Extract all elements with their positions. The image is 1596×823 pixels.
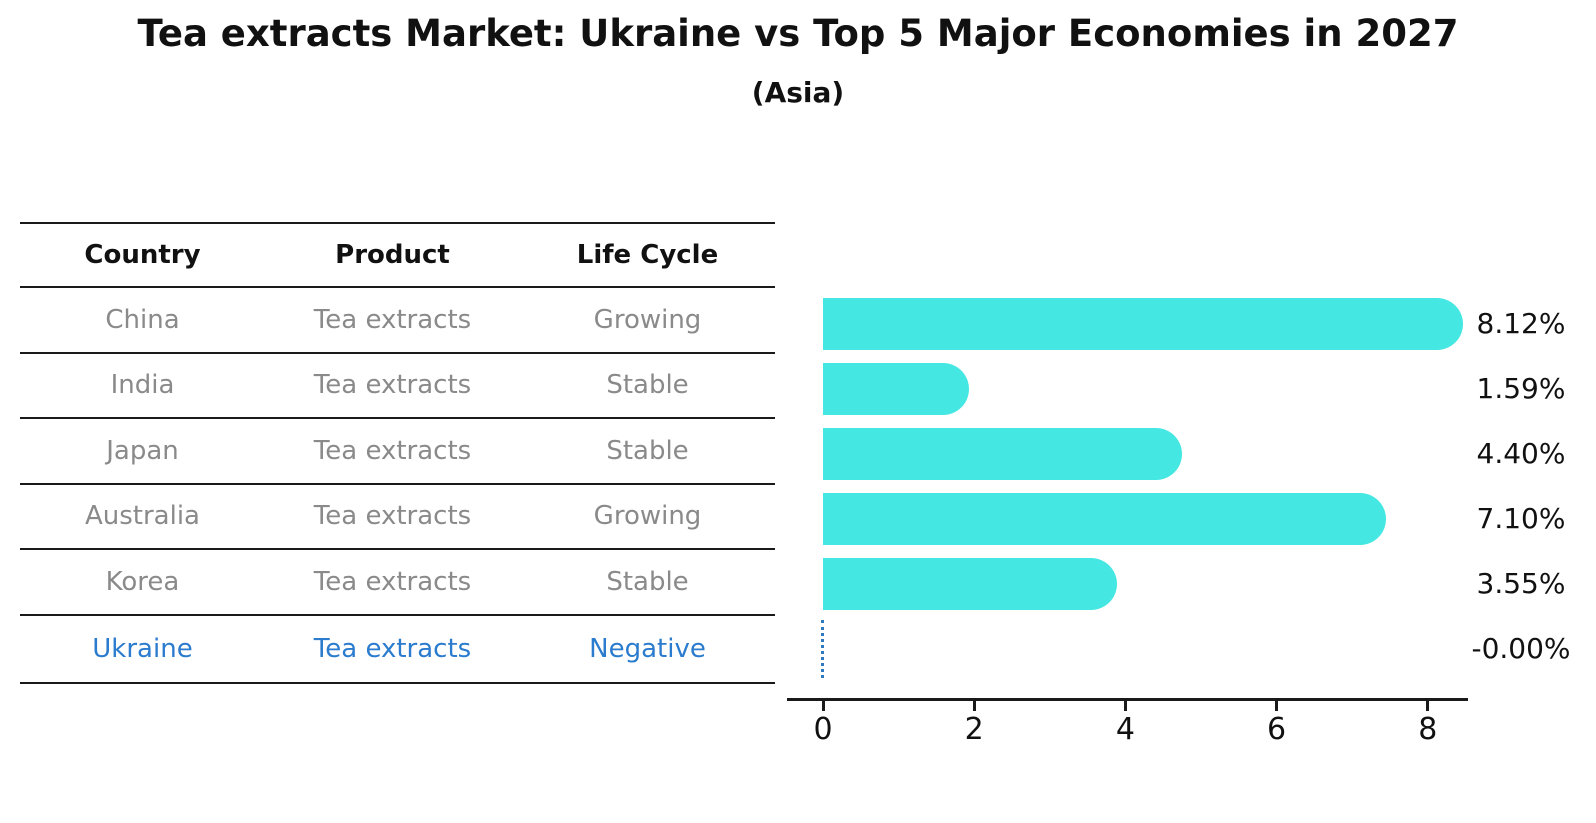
table-row: China Tea extracts Growing	[20, 286, 775, 352]
x-axis-tick-label: 4	[1115, 712, 1135, 747]
bar-value-label: 1.59%	[1476, 372, 1566, 405]
table-row: Ukraine Tea extracts Negative	[20, 613, 775, 684]
data-table: Country Product Life Cycle China Tea extr…	[20, 222, 775, 684]
table-header-row: Country Product Life Cycle	[20, 222, 775, 286]
table-cell-product: Tea extracts	[313, 501, 472, 532]
x-axis-tick-label: 0	[813, 712, 833, 747]
table-cell-product: Tea extracts	[313, 633, 472, 664]
bar-japan	[823, 428, 1182, 480]
bar-india	[823, 363, 970, 415]
bar-value-label: -0.00%	[1471, 632, 1571, 665]
table-cell-life_cycle: Growing	[593, 501, 702, 532]
table-row: India Tea extracts Stable	[20, 351, 775, 418]
bar-australia	[823, 493, 1386, 545]
column-header-lifecycle: Life Cycle	[576, 240, 719, 270]
column-header-country: Country	[84, 240, 201, 270]
table-cell-country: Australia	[84, 501, 200, 532]
table-cell-country: Korea	[105, 566, 180, 597]
chart-subtitle: (Asia)	[751, 76, 845, 109]
table-cell-product: Tea extracts	[313, 304, 472, 335]
table-cell-country: Japan	[106, 435, 179, 466]
zero-value-dotted-marker-ukraine	[821, 620, 824, 678]
table-cell-country: China	[105, 304, 180, 335]
table-cell-product: Tea extracts	[313, 435, 472, 466]
x-axis-tick	[1123, 701, 1127, 711]
bar-china	[823, 298, 1463, 350]
table-cell-product: Tea extracts	[313, 370, 472, 401]
table-cell-life_cycle: Growing	[593, 304, 702, 335]
chart-title: Tea extracts Market: Ukraine vs Top 5 Ma…	[137, 12, 1459, 55]
table-cell-life_cycle: Stable	[606, 566, 689, 597]
bar-value-label: 8.12%	[1476, 307, 1566, 340]
x-axis-line	[787, 698, 1468, 701]
table-row: Korea Tea extracts Stable	[20, 548, 775, 614]
table-cell-country: Ukraine	[92, 633, 193, 664]
table-cell-country: India	[110, 370, 175, 401]
bar-korea	[823, 558, 1118, 610]
bar-value-label: 4.40%	[1476, 437, 1566, 470]
x-axis-tick	[972, 701, 976, 711]
x-axis-tick-label: 2	[964, 712, 984, 747]
x-axis-tick	[1426, 701, 1430, 711]
x-axis-tick-label: 6	[1267, 712, 1287, 747]
bar-value-label: 7.10%	[1476, 502, 1566, 535]
x-axis-tick	[821, 701, 825, 711]
table-cell-life_cycle: Stable	[606, 435, 689, 466]
table-row: Australia Tea extracts Growing	[20, 482, 775, 549]
x-axis-tick-label: 8	[1418, 712, 1438, 747]
bar-value-label: 3.55%	[1476, 567, 1566, 600]
table-row: Japan Tea extracts Stable	[20, 417, 775, 483]
x-axis-tick	[1275, 701, 1279, 711]
table-cell-life_cycle: Negative	[589, 633, 706, 664]
table-cell-life_cycle: Stable	[606, 370, 689, 401]
column-header-product: Product	[335, 240, 450, 270]
table-cell-product: Tea extracts	[313, 566, 472, 597]
